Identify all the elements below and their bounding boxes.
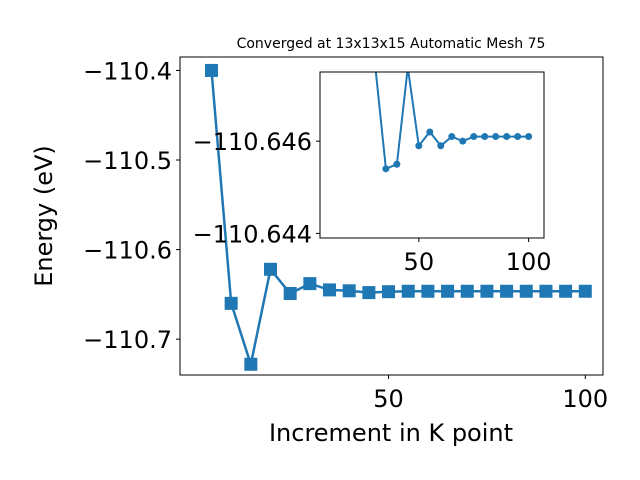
- main-data-point: [224, 296, 238, 310]
- inset-y-tick-label: −110.644: [193, 220, 312, 248]
- main-y-tick-label: −110.7: [83, 326, 172, 354]
- main-y-tick-label: −110.5: [83, 147, 172, 175]
- inset-data-point: [514, 133, 522, 141]
- chart-title: Converged at 13x13x15 Automatic Mesh 75: [237, 36, 546, 52]
- main-y-tick-label: −110.4: [83, 57, 172, 85]
- main-data-point: [539, 284, 553, 298]
- main-data-point: [460, 284, 474, 298]
- inset-data-point: [503, 133, 511, 141]
- main-data-point: [480, 284, 494, 298]
- main-x-tick-label: 50: [373, 385, 404, 413]
- x-axis-label: Increment in K point: [269, 419, 513, 447]
- main-data-point: [559, 284, 573, 298]
- main-x-tick-label: 100: [562, 385, 608, 413]
- inset-data-point: [393, 160, 401, 168]
- inset-data-point: [382, 165, 390, 173]
- inset-data-point: [426, 128, 434, 136]
- y-axis-label: Energy (eV): [30, 145, 58, 287]
- inset-data-point: [448, 133, 456, 141]
- inset-axis-ticks: 50 100 −110.646 −110.644: [193, 128, 552, 276]
- main-data-point: [578, 284, 592, 298]
- main-data-point: [342, 284, 356, 298]
- inset-data-point: [481, 133, 489, 141]
- main-axis-ticks: 50 100 −110.4 −110.5 −110.6 −110.7: [83, 57, 608, 413]
- main-data-point: [500, 284, 514, 298]
- inset-axes-frame: [319, 71, 545, 239]
- main-data-point: [244, 357, 258, 371]
- inset-data-point: [470, 133, 478, 141]
- inset-x-tick-label: 50: [404, 248, 435, 276]
- main-data-point: [519, 284, 533, 298]
- main-data-point: [283, 286, 297, 300]
- inset-data-point: [459, 137, 467, 145]
- inset-y-tick-label: −110.646: [193, 128, 312, 156]
- main-data-point: [204, 63, 218, 77]
- inset-data-point: [525, 133, 533, 141]
- main-data-point: [303, 277, 317, 291]
- inset-background: [320, 72, 544, 238]
- main-data-point: [362, 286, 376, 300]
- main-data-point: [421, 284, 435, 298]
- inset-series: [374, 72, 533, 173]
- inset-data-point: [492, 133, 500, 141]
- main-data-point: [323, 283, 337, 297]
- main-data-point: [264, 262, 278, 276]
- main-data-point: [382, 285, 396, 299]
- main-axes-frame: [179, 56, 604, 376]
- main-y-tick-label: −110.6: [83, 237, 172, 265]
- main-data-point: [401, 284, 415, 298]
- inset-x-tick-label: 100: [506, 248, 552, 276]
- inset-data-point: [437, 142, 445, 150]
- inset-data-point: [415, 142, 423, 150]
- main-series: [204, 63, 592, 371]
- main-data-point: [441, 284, 455, 298]
